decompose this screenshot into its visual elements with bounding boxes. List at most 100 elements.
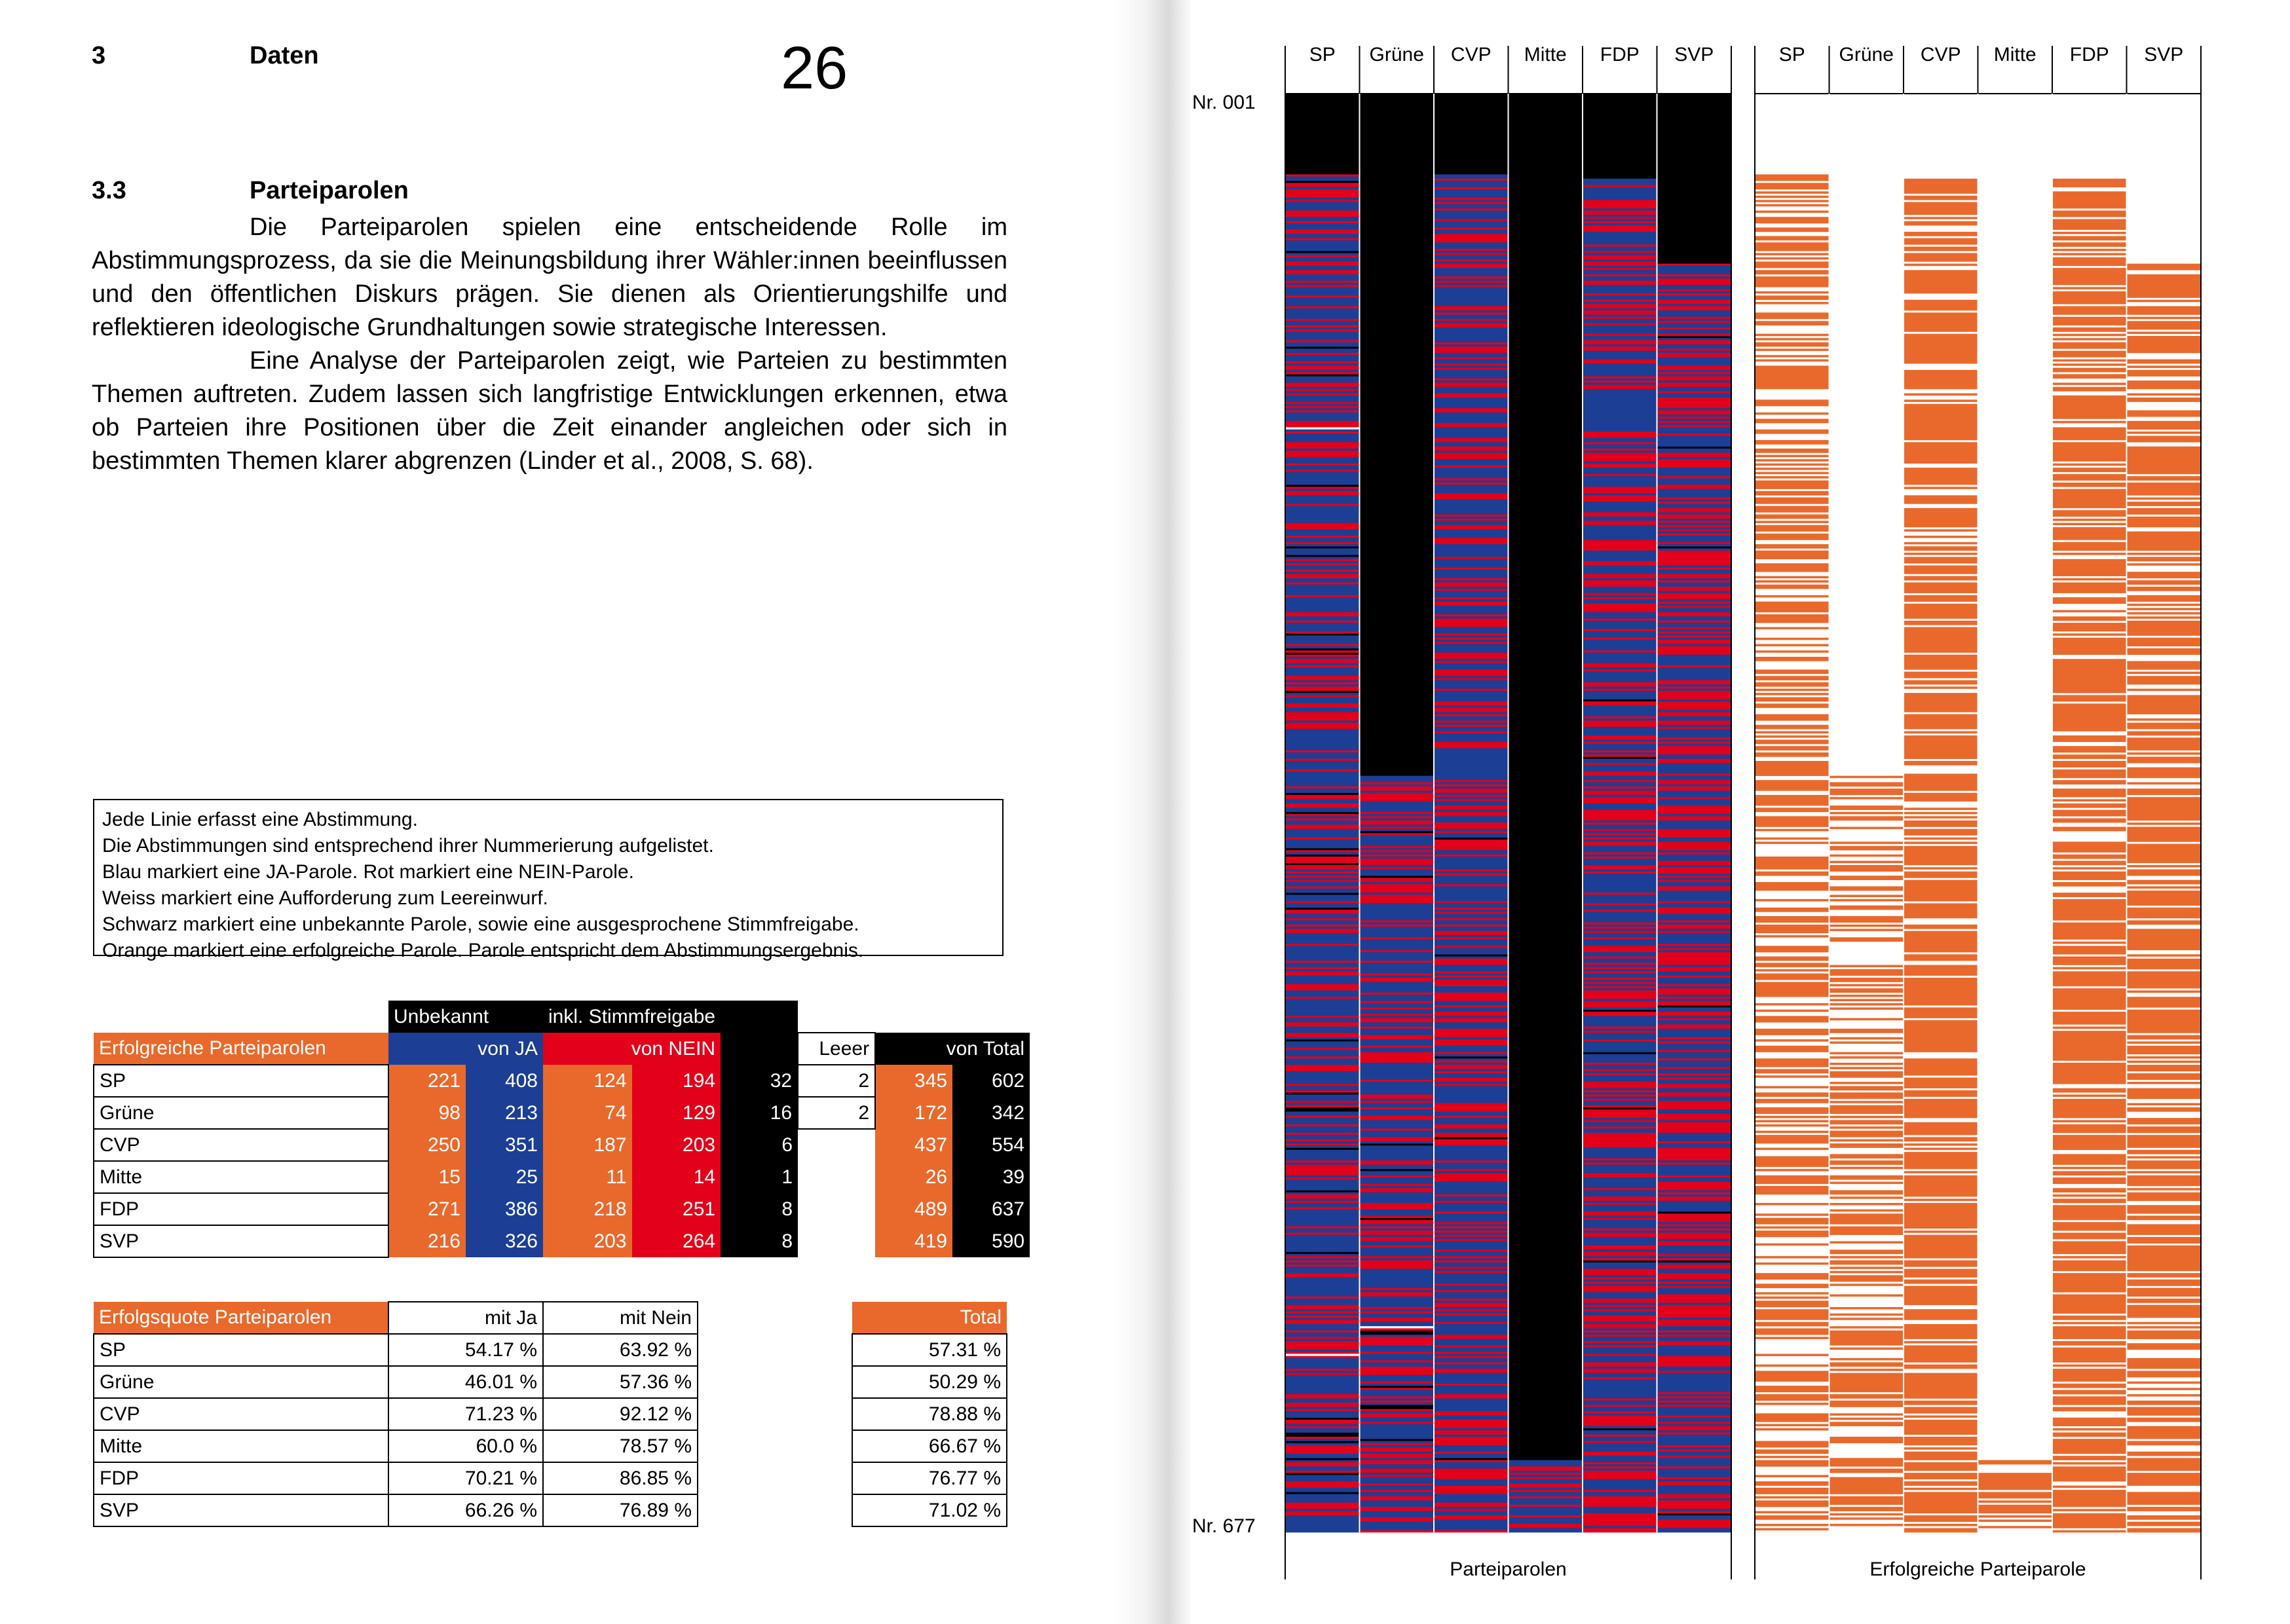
vote-mark xyxy=(1657,1283,1731,1286)
vote-mark xyxy=(2052,1315,2127,1320)
vote-mark xyxy=(1285,924,1360,927)
vote-mark xyxy=(1755,253,1830,255)
vote-mark xyxy=(2052,342,2127,349)
vote-mark xyxy=(1657,1037,1731,1040)
vote-mark xyxy=(1657,1320,1731,1327)
vote-mark xyxy=(1359,1202,1434,1210)
vote-mark xyxy=(1359,1045,1434,1048)
vote-mark xyxy=(1755,471,1830,475)
vote-mark xyxy=(1285,886,1360,889)
vote-mark xyxy=(1583,956,1657,959)
vote-mark xyxy=(1583,225,1657,232)
vote-mark xyxy=(1434,1479,1509,1486)
vote-mark xyxy=(1285,1273,1360,1278)
vote-mark xyxy=(1285,871,1360,874)
vote-mark xyxy=(1583,758,1657,764)
vote-mark xyxy=(1434,644,1509,653)
vote-mark xyxy=(1359,854,1434,857)
vote-mark xyxy=(1583,259,1657,262)
vote-mark xyxy=(1755,924,1830,934)
vote-mark xyxy=(1583,214,1657,217)
vote-mark xyxy=(1904,399,1978,402)
vote-mark xyxy=(1583,1430,1657,1435)
vote-mark xyxy=(1583,1307,1657,1310)
vote-mark xyxy=(1359,828,1434,832)
vote-mark xyxy=(1285,1337,1360,1339)
vote-mark xyxy=(1657,1226,1731,1229)
vote-mark xyxy=(1583,939,1657,946)
vote-mark xyxy=(2126,1473,2201,1486)
vote-mark xyxy=(1657,536,1731,543)
vote-mark xyxy=(1829,797,1904,800)
vote-mark xyxy=(1359,1175,1434,1178)
vote-mark xyxy=(1755,490,1830,496)
vote-mark xyxy=(2052,1428,2127,1431)
vote-mark xyxy=(1285,597,1360,613)
vote-mark xyxy=(2126,767,2201,779)
vote-mark xyxy=(1583,1132,1657,1148)
vote-mark xyxy=(2126,608,2201,610)
vote-mark xyxy=(1657,529,1731,532)
vote-mark xyxy=(1285,1411,1360,1418)
vote-mark xyxy=(2052,1347,2127,1363)
vote-mark xyxy=(1583,744,1657,751)
vote-mark xyxy=(1434,187,1509,190)
vote-mark xyxy=(1285,1357,1360,1369)
vote-mark xyxy=(1434,1251,1509,1257)
vote-mark xyxy=(1583,1200,1657,1204)
vote-mark xyxy=(1359,1268,1434,1289)
vote-mark xyxy=(1359,1460,1434,1465)
vote-mark xyxy=(1657,790,1731,798)
total-count: 590 xyxy=(952,1225,1030,1257)
panel-parteiparolen xyxy=(1285,94,1731,1533)
vote-mark xyxy=(1583,285,1657,294)
vote-mark xyxy=(1583,1443,1657,1452)
vote-mark xyxy=(1829,1115,1904,1118)
vote-mark xyxy=(1755,1092,1830,1098)
vote-mark xyxy=(2126,1426,2201,1439)
legend-line: Jede Linie erfasst eine Abstimmung. xyxy=(102,809,418,830)
vote-mark xyxy=(1583,1258,1657,1261)
vote-mark xyxy=(1285,1149,1360,1161)
vote-mark xyxy=(1657,382,1731,388)
vote-mark xyxy=(1904,1152,1978,1170)
vote-mark xyxy=(1285,1118,1360,1125)
vote-mark xyxy=(1285,794,1360,800)
vote-mark xyxy=(1657,1417,1731,1422)
vote-mark xyxy=(1359,1396,1434,1399)
vote-mark xyxy=(1285,961,1360,963)
nein-total-count: 203 xyxy=(631,1129,721,1161)
vote-mark xyxy=(1285,495,1360,504)
vote-mark xyxy=(1583,1441,1657,1444)
vote-mark xyxy=(1583,1188,1657,1190)
vote-mark xyxy=(1434,346,1509,354)
vote-mark xyxy=(1583,828,1657,832)
vote-mark xyxy=(1583,493,1657,496)
vote-mark xyxy=(1904,1098,1978,1118)
vote-mark xyxy=(1657,1392,1731,1395)
vote-mark xyxy=(1434,1211,1509,1214)
vote-mark xyxy=(1359,1101,1434,1103)
vote-mark xyxy=(1285,1256,1360,1259)
vote-mark xyxy=(1829,1260,1904,1265)
vote-mark xyxy=(1583,932,1657,938)
vote-mark xyxy=(2126,1188,2201,1190)
vote-mark xyxy=(1434,1301,1509,1303)
vote-mark xyxy=(1285,920,1360,925)
vote-mark xyxy=(1657,1400,1731,1403)
vote-mark xyxy=(1978,1519,2052,1522)
vote-mark xyxy=(2126,990,2201,993)
vote-mark xyxy=(1755,476,1830,479)
vote-mark xyxy=(2126,1458,2201,1471)
vote-mark xyxy=(1285,221,1360,224)
vote-mark xyxy=(1755,963,1830,968)
vote-mark xyxy=(1904,686,1978,689)
nein-rate: 57.36 % xyxy=(542,1365,698,1399)
vote-mark xyxy=(1657,425,1731,428)
vote-mark xyxy=(1434,557,1509,559)
vote-mark xyxy=(1508,1460,1583,1467)
vote-mark xyxy=(1583,788,1657,791)
vote-mark xyxy=(1904,931,1978,953)
vote-mark xyxy=(1583,595,1657,598)
vote-mark xyxy=(1285,569,1360,572)
